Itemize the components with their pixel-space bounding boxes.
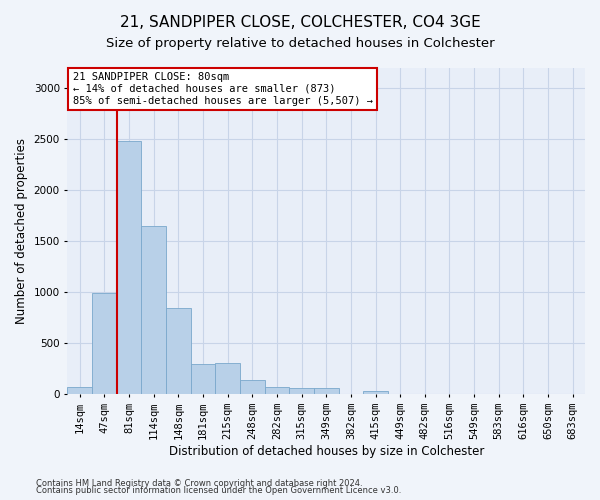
Y-axis label: Number of detached properties: Number of detached properties	[15, 138, 28, 324]
Text: Contains public sector information licensed under the Open Government Licence v3: Contains public sector information licen…	[36, 486, 401, 495]
Bar	[240, 380, 265, 394]
Bar	[215, 363, 240, 394]
Bar	[67, 386, 92, 394]
Bar	[191, 364, 215, 394]
Bar	[166, 308, 191, 394]
Text: Contains HM Land Registry data © Crown copyright and database right 2024.: Contains HM Land Registry data © Crown c…	[36, 478, 362, 488]
Bar	[289, 388, 314, 394]
Bar	[363, 390, 388, 394]
Bar	[314, 388, 338, 394]
Bar	[92, 293, 117, 394]
Text: 21, SANDPIPER CLOSE, COLCHESTER, CO4 3GE: 21, SANDPIPER CLOSE, COLCHESTER, CO4 3GE	[119, 15, 481, 30]
Text: Size of property relative to detached houses in Colchester: Size of property relative to detached ho…	[106, 38, 494, 51]
Text: 21 SANDPIPER CLOSE: 80sqm
← 14% of detached houses are smaller (873)
85% of semi: 21 SANDPIPER CLOSE: 80sqm ← 14% of detac…	[73, 72, 373, 106]
X-axis label: Distribution of detached houses by size in Colchester: Distribution of detached houses by size …	[169, 444, 484, 458]
Bar	[142, 226, 166, 394]
Bar	[265, 386, 289, 394]
Bar	[117, 141, 142, 394]
